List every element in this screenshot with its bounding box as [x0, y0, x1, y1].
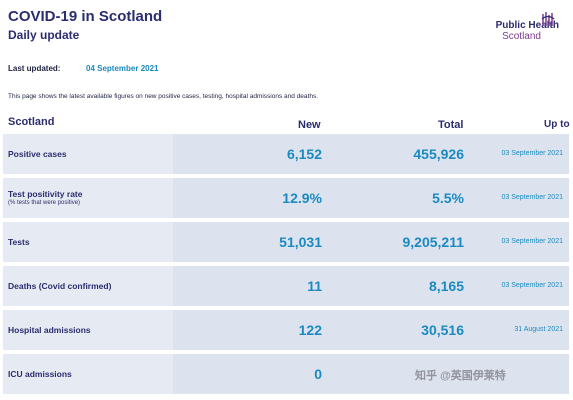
row-label: Test positivity rate [8, 189, 83, 199]
row-label: ICU admissions [8, 369, 72, 379]
row-label-bg [3, 222, 173, 262]
table-row-hospital-admissions: Hospital admissions 122 30,516 31 August… [3, 310, 569, 350]
row-upto-date: 03 September 2021 [501, 238, 564, 245]
row-label: Hospital admissions [8, 325, 91, 335]
table-row-icu-admissions: ICU admissions 0 [3, 354, 569, 394]
column-header-upto: Up to [544, 119, 570, 130]
row-note: (% tests that were positive) [8, 200, 81, 206]
table-row-deaths: Deaths (Covid confirmed) 11 8,165 03 Sep… [3, 266, 569, 306]
row-label-bg [3, 266, 173, 306]
row-label-bg [3, 178, 173, 218]
row-new-value: 12.9% [282, 190, 322, 206]
phs-logo: Public Health Scotland [464, 12, 559, 42]
row-label-bg [3, 310, 173, 350]
row-label: Tests [8, 237, 30, 247]
row-upto-date: 31 August 2021 [514, 326, 563, 333]
row-upto-date: 03 September 2021 [501, 282, 564, 289]
row-label-bg [3, 134, 173, 174]
row-total-value: 5.5% [432, 190, 464, 206]
page-title: COVID-19 in Scotland [8, 8, 163, 25]
last-updated-label: Last updated: [8, 64, 61, 73]
row-total-value: 8,165 [428, 278, 464, 294]
row-upto-date: 03 September 2021 [501, 150, 564, 157]
logo-text-line1: Public Health [495, 20, 559, 31]
table-row-tests: Tests 51,031 9,205,211 03 September 2021 [3, 222, 569, 262]
table-row-positive-cases: Positive cases 6,152 455,926 03 Septembe… [3, 134, 569, 174]
report-header: COVID-19 in Scotland Daily update [8, 8, 162, 43]
row-total-value: 455,926 [413, 146, 464, 162]
row-new-value: 11 [307, 278, 322, 294]
column-header-new: New [298, 119, 321, 131]
row-new-value: 6,152 [286, 146, 322, 162]
phs-logo-mark-icon [541, 12, 555, 26]
last-updated-date: 04 September 2021 [86, 64, 159, 73]
column-header-scotland: Scotland [8, 116, 55, 128]
watermark: 知乎 @英国伊莱特 [415, 370, 506, 382]
row-label-bg [3, 354, 173, 394]
row-label: Deaths (Covid confirmed) [8, 281, 112, 291]
logo-text-line2: Scotland [502, 31, 541, 42]
table-row-test-positivity: Test positivity rate (% tests that were … [3, 178, 569, 218]
row-total-value: 30,516 [421, 322, 464, 338]
row-new-value: 0 [314, 366, 322, 382]
column-header-total: Total [438, 119, 464, 131]
row-total-value: 9,205,211 [402, 234, 464, 250]
row-new-value: 51,031 [279, 234, 322, 250]
intro-text: This page shows the latest available fig… [8, 93, 319, 100]
row-label: Positive cases [8, 149, 67, 159]
page-subtitle: Daily update [8, 28, 80, 42]
row-upto-date: 03 September 2021 [501, 194, 564, 201]
row-new-value: 122 [298, 322, 322, 338]
